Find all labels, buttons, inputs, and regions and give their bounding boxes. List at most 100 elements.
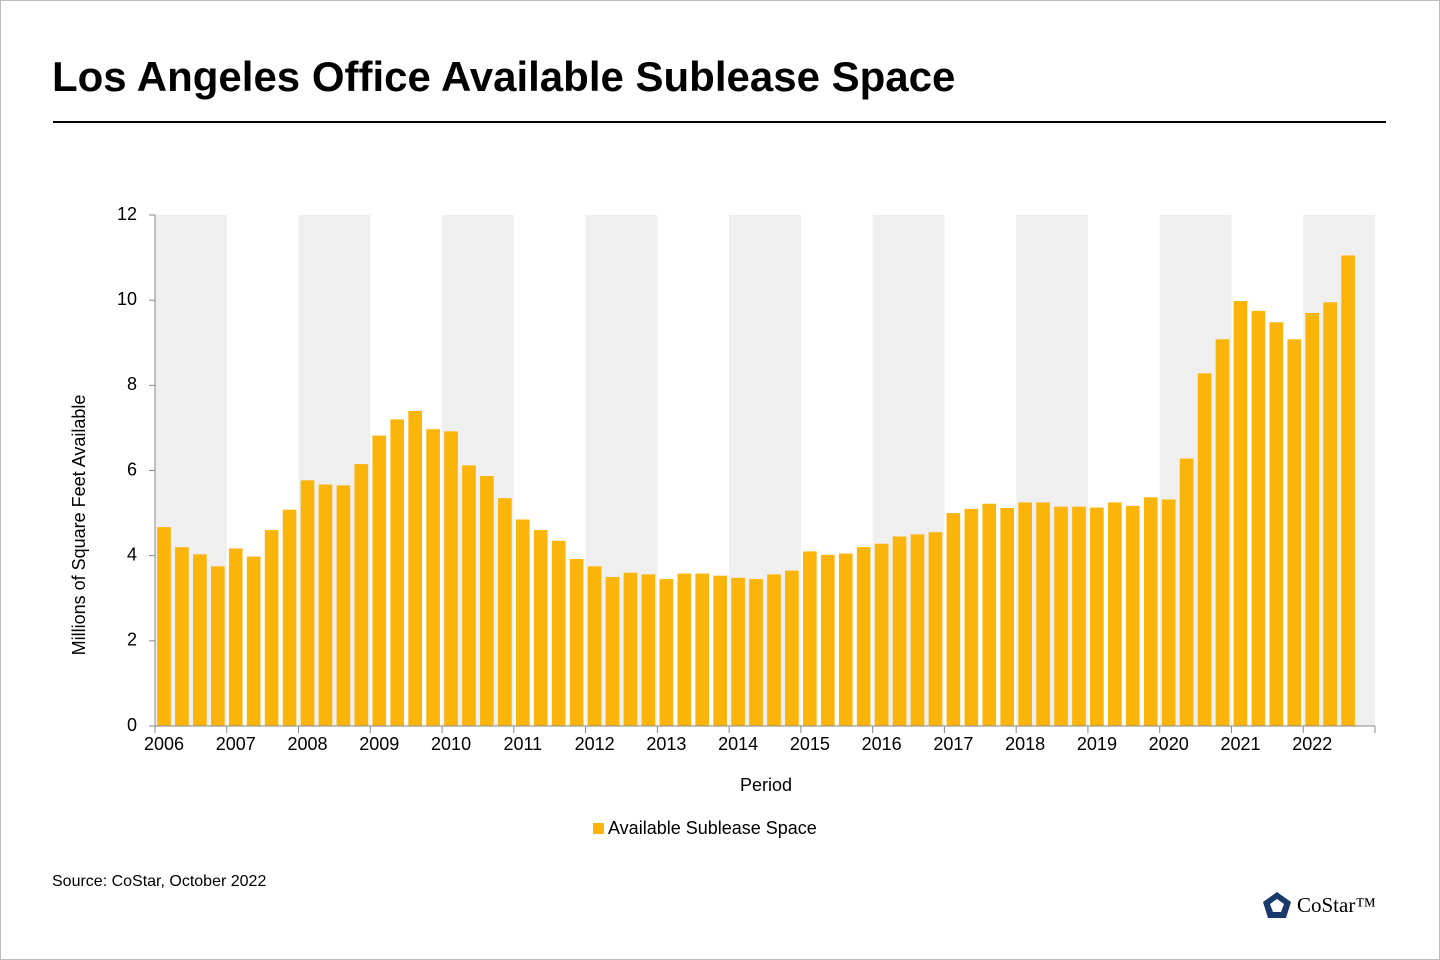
x-tick-label: 2015 (790, 734, 830, 754)
bar (193, 554, 207, 726)
y-tick-label: 2 (127, 630, 137, 650)
bar (659, 579, 674, 726)
x-tick-label: 2007 (216, 734, 256, 754)
bar (533, 530, 548, 726)
bar (928, 532, 943, 726)
bar (175, 547, 189, 726)
x-tick-label: 2022 (1292, 734, 1332, 754)
bar (1108, 502, 1122, 726)
bar (1000, 507, 1015, 726)
logo-text: CoStar™ (1297, 893, 1376, 917)
bar (1125, 505, 1140, 726)
bar (1036, 502, 1050, 726)
x-tick-label: 2006 (144, 734, 184, 754)
bar (695, 573, 710, 726)
bar (803, 551, 817, 726)
bar (838, 553, 853, 726)
bar (856, 547, 871, 726)
x-tick-label: 2012 (575, 734, 615, 754)
x-axis-label: Period (740, 775, 792, 795)
source-note: Source: CoStar, October 2022 (52, 873, 266, 890)
bar (677, 573, 692, 726)
bar (892, 536, 907, 726)
bar (210, 566, 225, 726)
bar (1197, 373, 1212, 726)
bar (1269, 322, 1284, 726)
x-tick-label: 2018 (1005, 734, 1045, 754)
y-tick-label: 10 (117, 289, 137, 309)
y-tick-label: 4 (127, 544, 137, 564)
x-tick-label: 2017 (933, 734, 973, 754)
bar (372, 435, 387, 726)
bar (964, 508, 979, 726)
bar (408, 410, 422, 726)
x-tick-label: 2021 (1220, 734, 1260, 754)
bar (569, 559, 584, 726)
bar (1323, 302, 1337, 726)
bar (426, 429, 440, 726)
x-tick-label: 2019 (1077, 734, 1117, 754)
bar (1018, 502, 1032, 726)
x-tick-label: 2010 (431, 734, 471, 754)
bar (749, 579, 763, 726)
bar (515, 519, 530, 726)
bar (282, 509, 297, 726)
bar (1305, 312, 1320, 726)
bar (551, 540, 566, 726)
x-tick-label: 2013 (646, 734, 686, 754)
bar (246, 556, 261, 726)
bar (785, 570, 799, 726)
bar (713, 575, 727, 726)
legend-label: Available Sublease Space (608, 818, 817, 838)
bar (641, 574, 656, 726)
x-tick-label: 2009 (359, 734, 399, 754)
x-tick-label: 2008 (288, 734, 328, 754)
bar (444, 431, 458, 726)
bar (1090, 507, 1104, 726)
bar (1161, 499, 1176, 726)
bar (300, 480, 315, 726)
bar (157, 527, 171, 726)
bar (1072, 506, 1086, 726)
bar (498, 498, 512, 726)
bar (910, 534, 925, 726)
bar (731, 577, 745, 726)
bar (228, 548, 243, 726)
bar (1341, 255, 1355, 726)
bar (336, 485, 351, 726)
x-tick-label: 2011 (503, 734, 542, 754)
bar (982, 503, 997, 726)
bar (946, 513, 961, 726)
plot-area: 0 2 4 6 8 10 12 2006 2007 2008 2009 2010 2011 2012 201… (117, 204, 1376, 754)
bar (1143, 497, 1158, 726)
chart-title: Los Angeles Office Available Sublease Sp… (52, 53, 955, 100)
legend-swatch (593, 823, 604, 834)
bar (1287, 339, 1302, 726)
bar (874, 543, 889, 726)
bar (1215, 339, 1230, 726)
bar (820, 554, 835, 726)
x-tick-label: 2020 (1149, 734, 1189, 754)
bar (480, 476, 494, 726)
bar (264, 530, 279, 726)
bar (1233, 301, 1248, 726)
y-tick-label: 0 (127, 715, 137, 735)
y-axis-label: Millions of Square Feet Available (69, 395, 89, 656)
logo: CoStar™ (1263, 892, 1376, 918)
bar (587, 566, 602, 726)
bar (390, 419, 405, 726)
bar (767, 574, 781, 726)
bar (354, 464, 369, 726)
bar (1179, 458, 1194, 726)
y-tick-label: 8 (127, 374, 137, 394)
bar (318, 484, 333, 726)
bar (462, 465, 476, 726)
y-tick-label: 6 (127, 459, 137, 479)
bar (1251, 310, 1266, 726)
y-tick-label: 12 (117, 204, 137, 224)
bar (623, 572, 638, 726)
logo-mark-inner (1270, 899, 1284, 912)
bar (605, 576, 620, 726)
x-tick-label: 2016 (862, 734, 902, 754)
